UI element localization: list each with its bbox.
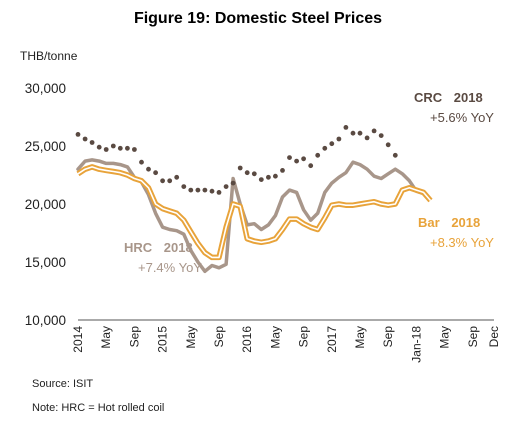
svg-text:Bar 2018: Bar 2018	[418, 215, 480, 230]
annotation-bar: Bar 2018 +8.3% YoY	[418, 215, 494, 250]
annotation-crc-year: 2018	[454, 90, 483, 105]
crc-point	[125, 145, 130, 151]
crc-point	[153, 170, 159, 176]
y-tick-label: 30,000	[25, 81, 66, 96]
crc-point	[96, 144, 102, 150]
crc-point	[110, 143, 116, 149]
crc-point	[385, 142, 391, 148]
crc-point	[357, 130, 363, 136]
crc-point	[188, 187, 194, 193]
x-tick-label: Dec	[487, 326, 501, 347]
crc-point	[230, 180, 236, 186]
x-tick-label: 2014	[71, 326, 85, 353]
crc-point	[146, 166, 151, 172]
x-tick-label: Sep	[466, 326, 480, 348]
y-tick-label: 25,000	[25, 139, 66, 154]
y-tick-label: 10,000	[25, 313, 66, 328]
y-tick-label: 20,000	[25, 197, 66, 212]
x-tick-label: Sep	[297, 326, 311, 348]
crc-point	[181, 184, 187, 190]
crc-point	[195, 187, 201, 193]
chart-title: Figure 19: Domestic Steel Prices	[134, 10, 382, 27]
crc-point	[301, 156, 306, 162]
crc-point	[378, 133, 384, 139]
crc-point	[322, 145, 328, 151]
annotation-bar-yoy: +8.3% YoY	[430, 235, 494, 250]
crc-point	[273, 173, 278, 179]
crc-point	[371, 128, 377, 134]
svg-text:HRC 2018: HRC 2018	[124, 240, 193, 255]
crc-point	[160, 178, 166, 184]
bar-line-inner	[77, 166, 432, 259]
crc-point	[167, 178, 173, 184]
series-bar-line	[76, 164, 433, 261]
annotation-hrc: HRC 2018 +7.4% YoY	[124, 240, 202, 275]
crc-point	[251, 171, 257, 177]
crc-point	[294, 158, 299, 164]
crc-point	[364, 135, 370, 141]
crc-point	[75, 132, 81, 137]
x-tick-label: 2015	[156, 326, 170, 353]
annotation-hrc-year: 2018	[164, 240, 193, 255]
crc-point	[343, 125, 349, 130]
x-tick-label: May	[184, 326, 198, 349]
y-tick-label: 15,000	[25, 255, 66, 270]
crc-point	[287, 155, 292, 161]
crc-point	[258, 177, 264, 183]
x-tick-label: Sep	[381, 326, 395, 348]
svg-text:CRC 2018: CRC 2018	[414, 90, 483, 105]
x-tick-label: May	[268, 326, 282, 349]
crc-point	[280, 168, 285, 173]
annotation-hrc-name: HRC	[124, 240, 153, 255]
x-tick-label: May	[99, 326, 113, 349]
crc-point	[89, 140, 95, 145]
crc-point	[237, 165, 243, 171]
y-axis-unit-label: THB/tonne	[20, 49, 78, 63]
x-axis-ticks: 2014 May Sep 2015 May Sep 2016 May Sep 2017 May Sep…	[71, 326, 501, 363]
crc-point	[315, 152, 321, 158]
y-axis-ticks: 10,000 15,000 20,000 25,000 30,000	[25, 81, 66, 328]
crc-point	[266, 174, 271, 180]
crc-point	[117, 145, 123, 151]
annotation-hrc-yoy: +7.4% YoY	[138, 260, 202, 275]
crc-point	[216, 190, 222, 195]
x-tick-label: May	[353, 326, 367, 349]
x-tick-label: Sep	[212, 326, 226, 348]
crc-point	[132, 147, 137, 152]
annotation-crc-name: CRC	[414, 90, 443, 105]
x-tick-label: May	[438, 326, 452, 349]
annotation-crc: CRC 2018 +5.6% YoY	[414, 90, 494, 125]
crc-point	[82, 136, 88, 142]
crc-point	[202, 187, 208, 193]
series-crc-dots	[75, 125, 398, 195]
x-tick-label: Sep	[127, 326, 141, 348]
crc-point	[329, 141, 335, 147]
crc-point	[392, 152, 398, 158]
x-tick-label: Jan-18	[409, 326, 423, 363]
annotation-crc-yoy: +5.6% YoY	[430, 110, 494, 125]
annotation-bar-year: 2018	[451, 215, 480, 230]
crc-point	[308, 163, 314, 169]
crc-point	[103, 147, 109, 152]
crc-point	[350, 130, 356, 136]
footnote: Note: HRC = Hot rolled coil	[32, 402, 164, 414]
crc-point	[139, 159, 144, 165]
x-tick-label: 2016	[240, 326, 254, 353]
crc-point	[336, 136, 342, 142]
crc-point	[174, 174, 180, 180]
crc-point	[209, 188, 215, 194]
x-tick-label: 2017	[325, 326, 339, 353]
crc-point	[223, 184, 229, 190]
crc-point	[244, 170, 250, 176]
source-note: Source: ISIT	[32, 378, 93, 390]
annotation-bar-name: Bar	[418, 215, 440, 230]
